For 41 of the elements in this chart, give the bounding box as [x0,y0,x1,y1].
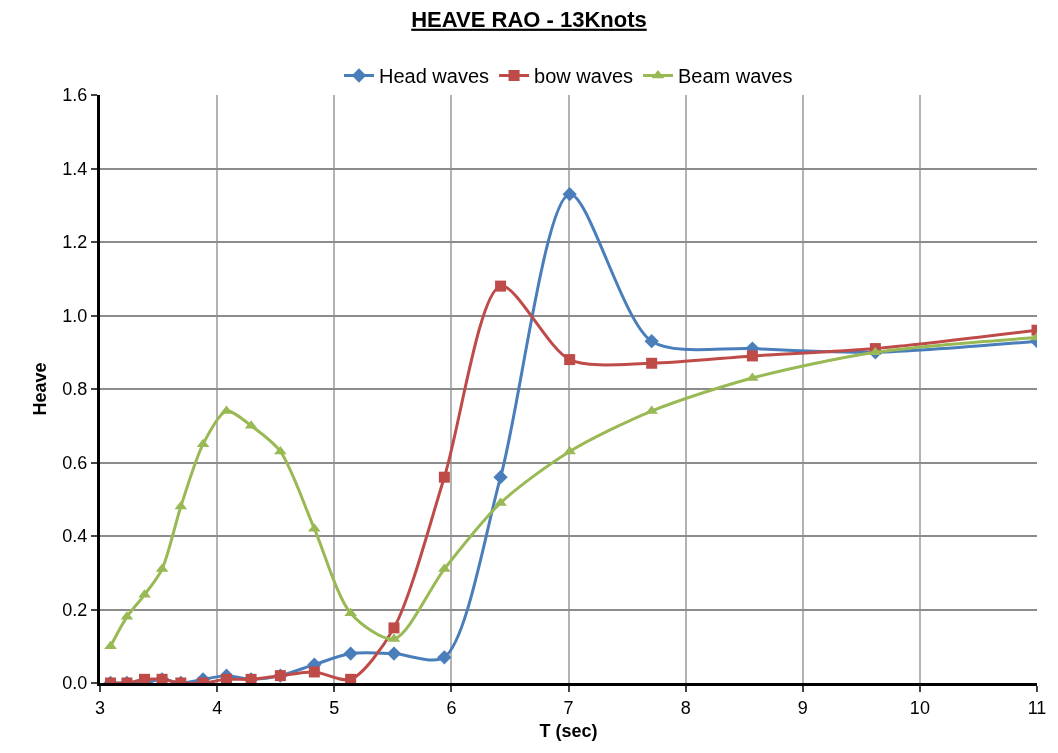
point [308,666,320,678]
y-axis-title: Heave [29,362,50,416]
point [493,470,508,485]
point [746,350,758,362]
x-tick-label: 9 [797,697,808,718]
point [437,650,452,665]
point [563,445,577,455]
x-tick-label: 3 [94,697,106,718]
y-tick-label: 0.8 [62,379,88,400]
legend-label: Beam waves [678,65,793,88]
point [386,646,402,661]
x-tick-label: 10 [909,697,930,718]
point [274,445,287,455]
y-tick-label: 1.6 [62,85,88,106]
point [221,673,232,683]
legend-label: bow waves [534,65,633,88]
x-tick-label: 5 [329,697,340,718]
x-tick-label: 6 [446,697,457,718]
y-tick-label: 1.4 [62,158,88,179]
x-axis-title: T (sec) [539,720,598,741]
point [644,334,659,349]
y-tick-label: 0.0 [62,673,88,694]
point [495,280,507,292]
point [388,622,400,634]
y-tick-label: 1.0 [62,305,88,326]
y-tick-label: 0.4 [62,526,88,547]
x-tick-label: 11 [1027,697,1047,718]
x-tick-label: 8 [680,697,691,718]
point [564,354,576,366]
point [343,646,358,661]
point [438,471,450,483]
chart-title: HEAVE RAO - 13Knots [411,6,647,32]
point [646,357,658,369]
point [345,673,357,683]
x-tick-label: 7 [563,697,574,718]
y-tick-label: 0.2 [62,599,88,620]
legend-label: Head waves [379,65,490,88]
y-tick-label: 1.2 [62,232,88,253]
x-tick-label: 4 [212,697,223,718]
point [562,187,577,202]
y-tick-label: 0.6 [62,452,88,473]
